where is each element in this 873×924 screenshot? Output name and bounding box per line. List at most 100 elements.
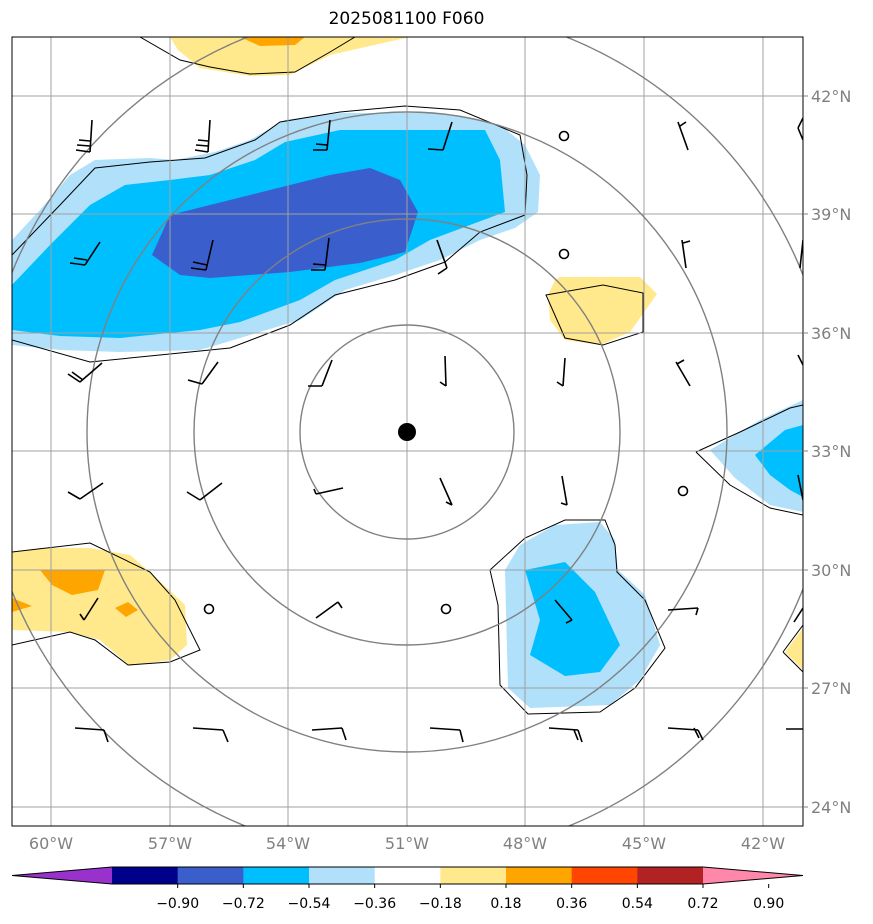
- wind-barb: [560, 475, 568, 506]
- calm-wind-marker: [440, 603, 452, 615]
- lat-label: 39°N: [811, 205, 851, 224]
- contour-line: [12, 542, 201, 666]
- wind-barb: [313, 487, 344, 495]
- positive-anomaly-region: [12, 548, 187, 666]
- lat-label: 42°N: [811, 87, 851, 106]
- colorbar: −0.90 −0.72 −0.54 −0.36 −0.18 0.18 0.36 0.54 0.7…: [11, 866, 804, 912]
- wind-barb: [315, 601, 343, 619]
- colorbar-extend-high: [703, 867, 803, 884]
- wind-barb: [793, 607, 803, 623]
- positive-anomaly-region: [12, 598, 32, 612]
- lat-label: 30°N: [811, 561, 851, 580]
- calm-wind-marker: [558, 130, 570, 142]
- contour-line: [695, 404, 803, 516]
- wind-barb: [67, 482, 104, 500]
- contour-line: [489, 519, 666, 715]
- wind-barb: [67, 362, 103, 383]
- wind-barb: [681, 239, 691, 269]
- graticule: [12, 37, 803, 826]
- wind-barb: [192, 727, 229, 743]
- longitude-labels: 60°W 57°W 54°W 51°W 48°W 45°W 42°W: [29, 834, 785, 853]
- positive-anomaly-region: [785, 628, 803, 670]
- colorbar-tick-label: 0.36: [556, 896, 587, 912]
- calm-wind-marker: [203, 603, 215, 615]
- wind-barb: [439, 477, 453, 506]
- wind-barb: [429, 727, 464, 743]
- positive-anomaly-region: [40, 570, 105, 595]
- colorbar-tick-label: −0.36: [353, 896, 396, 912]
- map-frame: [11, 36, 804, 827]
- lon-label: 48°W: [503, 834, 547, 853]
- wind-barb: [74, 727, 109, 743]
- colorbar-tick-label: −0.90: [156, 896, 199, 912]
- colorbar-segment: [177, 867, 244, 884]
- contour-line: [782, 624, 803, 673]
- positive-anomaly-region: [115, 602, 138, 617]
- colorbar-extend-low: [12, 867, 112, 884]
- lat-label: 24°N: [811, 798, 851, 817]
- storm-center-dot: [398, 423, 416, 441]
- map-title: 2025081100 F060: [328, 9, 485, 29]
- range-ring: [299, 324, 515, 540]
- lon-label: 57°W: [148, 834, 192, 853]
- latitude-labels: 42°N 39°N 36°N 33°N 30°N 27°N 24°N: [811, 87, 851, 817]
- wind-barb: [797, 354, 803, 366]
- wind-barbs: [67, 117, 803, 743]
- wind-barb: [75, 119, 93, 153]
- wind-barb: [797, 117, 803, 141]
- lon-label: 45°W: [622, 834, 666, 853]
- range-rings: [12, 37, 803, 826]
- range-ring: [86, 111, 728, 753]
- colorbar-tick-label: −0.72: [222, 896, 265, 912]
- wind-barb: [311, 237, 330, 271]
- wind-barb: [436, 239, 448, 275]
- positive-anomaly-region: [548, 277, 657, 345]
- positive-anomaly-region: [240, 37, 305, 46]
- contour-outlines: [12, 37, 803, 715]
- wind-barb: [69, 241, 101, 266]
- lon-label: 54°W: [266, 834, 310, 853]
- wind-barb: [311, 727, 347, 741]
- colorbar-tick-label: −0.54: [288, 896, 331, 912]
- wind-barb: [313, 119, 331, 151]
- colorbar-tick-label: 0.90: [753, 896, 784, 912]
- positive-anomaly-region: [170, 37, 410, 76]
- wind-barb: [797, 474, 803, 501]
- wind-barb: [677, 121, 689, 151]
- lon-label: 42°W: [741, 834, 785, 853]
- lon-label: 51°W: [385, 834, 429, 853]
- wind-barb: [554, 599, 573, 624]
- colorbar-segment: [112, 867, 179, 884]
- contour-line: [139, 37, 356, 75]
- colorbar-segment: [440, 867, 507, 884]
- wind-barb: [194, 119, 211, 153]
- colorbar-tick-label: −0.18: [419, 896, 462, 912]
- wind-barb: [548, 727, 583, 743]
- lat-label: 27°N: [811, 679, 851, 698]
- colorbar-segment: [309, 867, 376, 884]
- calm-wind-marker: [677, 485, 689, 497]
- contour-line: [12, 105, 528, 363]
- colorbar-segment: [571, 867, 638, 884]
- wind-barb: [667, 607, 699, 616]
- colorbar-segment: [374, 867, 441, 884]
- colorbar-segment: [637, 867, 704, 884]
- wind-barb: [79, 597, 99, 621]
- colorbar-tick-label: 0.54: [622, 896, 653, 912]
- lon-label: 60°W: [29, 834, 73, 853]
- axis-ticks: [803, 95, 808, 808]
- lat-label: 36°N: [811, 324, 851, 343]
- wind-barb: [667, 727, 704, 741]
- wind-barb: [186, 482, 223, 501]
- wind-barb: [187, 361, 219, 385]
- wind-barb: [308, 359, 333, 387]
- map-plot-area: [12, 37, 803, 826]
- lat-label: 33°N: [811, 442, 851, 461]
- colorbar-segment: [506, 867, 573, 884]
- wind-barb: [439, 355, 447, 387]
- colorbar-outline: [11, 866, 804, 885]
- contour-line: [545, 284, 644, 346]
- calm-wind-marker: [558, 248, 570, 260]
- colorbar-tick-label: 0.72: [687, 896, 718, 912]
